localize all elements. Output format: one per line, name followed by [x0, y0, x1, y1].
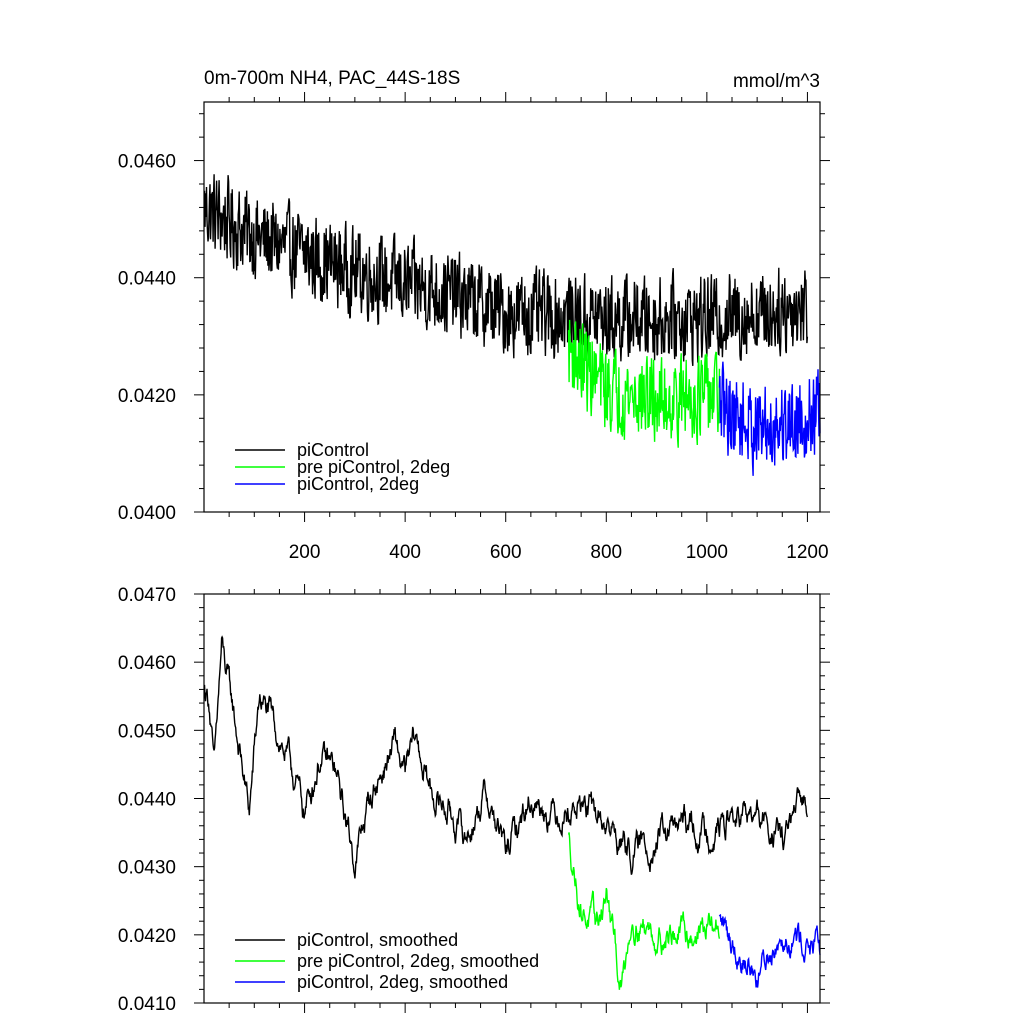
legend-label: piControl, smoothed	[297, 930, 458, 950]
series-line-3	[718, 361, 821, 476]
x-tick-label: 1200	[786, 542, 828, 563]
y-tick-label: 0.0470	[118, 585, 176, 606]
legend-label: piControl, 2deg	[297, 474, 419, 494]
y-tick-label: 0.0400	[118, 503, 176, 524]
chart-title: 0m-700m NH4, PAC_44S-18S	[204, 68, 460, 89]
legend-label: pre piControl, 2deg	[297, 457, 450, 477]
legend-label: piControl	[297, 440, 369, 460]
x-tick-label: 1000	[686, 542, 728, 563]
y-tick-label: 0.0460	[118, 653, 176, 674]
x-tick-label: 200	[289, 542, 321, 563]
units-label: mmol/m^3	[733, 71, 820, 92]
legend-label: pre piControl, 2deg, smoothed	[297, 951, 539, 971]
legend-label: piControl, 2deg, smoothed	[297, 972, 508, 992]
y-tick-label: 0.0460	[118, 152, 176, 173]
y-tick-label: 0.0410	[118, 994, 176, 1015]
bottom-panel: 0.0410 0.0420 0.0430 0.0440 0.0450 0.0460 0.04…	[118, 584, 830, 1015]
y-tick-label: 0.0430	[118, 858, 176, 879]
series-line-1	[203, 174, 809, 366]
y-tick-label: 0.0450	[118, 721, 176, 742]
plot-frame	[203, 101, 821, 513]
bottom-plot-area: 0.0410 0.0420 0.0430 0.0440 0.0450 0.0460 0.04…	[118, 584, 830, 1015]
y-tick-label: 0.0440	[118, 269, 176, 290]
x-tick-label: 800	[590, 542, 622, 563]
series-line-2	[567, 832, 721, 990]
series-line-1	[203, 635, 809, 879]
series-line-3	[718, 913, 821, 988]
x-tick-label: 600	[490, 542, 522, 563]
y-tick-label: 0.0440	[118, 790, 176, 811]
y-tick-label: 0.0420	[118, 386, 176, 407]
series-line-2	[567, 319, 721, 448]
top-panel: 0m-700m NH4, PAC_44S-18S mmol/m^3 200 400…	[118, 68, 830, 563]
top-plot-area: 200 400 600 800 1000 1200 0.0400 0.0420 0.0440 0.…	[118, 92, 830, 563]
y-tick-label: 0.0420	[118, 926, 176, 947]
x-tick-label: 400	[389, 542, 421, 563]
